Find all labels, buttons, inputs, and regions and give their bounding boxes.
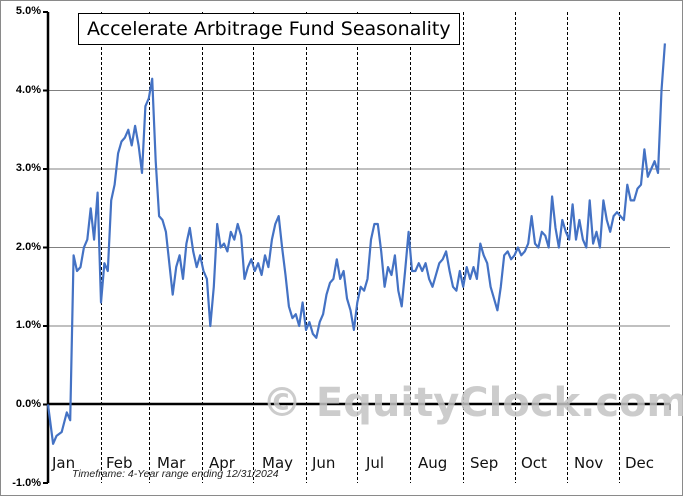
month-label: Oct bbox=[521, 454, 547, 472]
month-label: Apr bbox=[209, 454, 235, 472]
month-label: Sep bbox=[470, 454, 499, 472]
month-label: Dec bbox=[625, 454, 655, 472]
y-tick-label: 0.0% bbox=[15, 398, 41, 410]
month-label: Jul bbox=[366, 454, 385, 472]
chart-title: Accelerate Arbitrage Fund Seasonality bbox=[78, 13, 460, 45]
y-tick-label: 3.0% bbox=[15, 162, 41, 174]
watermark: © EquityClock.com bbox=[262, 380, 683, 426]
month-label: Jan bbox=[52, 454, 76, 472]
month-label: Feb bbox=[106, 454, 133, 472]
y-axis-ticks bbox=[43, 11, 48, 484]
timeframe-footnote: Timeframe: 4-Year range ending 12/31/202… bbox=[72, 468, 279, 480]
seasonality-line bbox=[46, 43, 666, 445]
y-tick-label: 2.0% bbox=[15, 241, 41, 253]
y-tick-label: 5.0% bbox=[15, 5, 41, 17]
month-label: Mar bbox=[157, 454, 186, 472]
month-label: Aug bbox=[418, 454, 448, 472]
y-tick-label: 1.0% bbox=[15, 319, 41, 331]
month-label: Nov bbox=[574, 454, 604, 472]
month-label: May bbox=[262, 454, 294, 472]
y-tick-label: 4.0% bbox=[15, 84, 41, 96]
y-tick-label: -1.0% bbox=[12, 477, 41, 489]
month-label: Jun bbox=[312, 454, 336, 472]
